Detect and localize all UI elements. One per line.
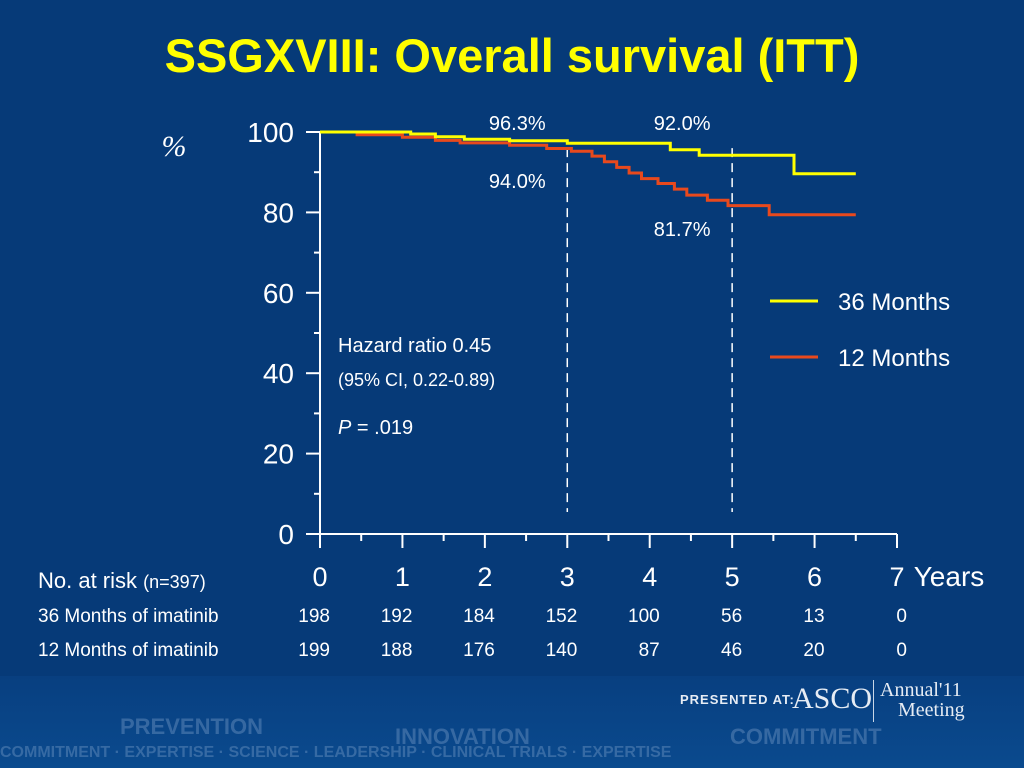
annotation-year3-36m: 96.3% <box>489 113 546 135</box>
legend-label-12-months: 12 Months <box>838 345 950 372</box>
risk-cell: 152 <box>545 606 578 627</box>
chart-labels: Years% 36 Months 12 Months 96.3% 94.0% 92.0% 8… <box>162 113 985 592</box>
risk-cell: 46 <box>721 640 743 661</box>
risk-cell: 0 <box>896 640 907 661</box>
x-tick-label-2: 2 <box>477 562 492 592</box>
y-tick-label-100: 100 <box>247 117 294 148</box>
risk-row-label-1: 12 Months of imatinib <box>38 640 219 661</box>
risk-heading-text: No. at risk <box>38 568 138 593</box>
annual-year: '11 <box>938 679 962 701</box>
footer-word-strip: COMMITMENT · EXPERTISE · SCIENCE · LEADE… <box>0 744 672 761</box>
logo-divider <box>873 680 874 722</box>
hazard-ratio-text: Hazard ratio 0.45 <box>338 335 491 357</box>
risk-cell: 100 <box>628 606 660 627</box>
risk-cell: 20 <box>803 640 825 661</box>
x-tick-label-7: 7 <box>889 562 904 592</box>
footer-word-commitment: COMMITMENT <box>730 724 882 749</box>
x-tick-label-1: 1 <box>395 562 410 592</box>
risk-cell: 56 <box>721 606 743 627</box>
risk-table-heading: No. at risk (n=397) <box>38 568 206 594</box>
legend-label-36-months: 36 Months <box>838 289 950 316</box>
y-axis-title: % <box>162 130 187 163</box>
annotation-year3-12m: 94.0% <box>489 171 546 193</box>
x-axis-title: Years <box>914 561 985 592</box>
y-tick-label-20: 20 <box>263 439 294 470</box>
series-line-36-months <box>320 130 856 176</box>
confidence-interval-text: (95% CI, 0.22-0.89) <box>338 370 495 390</box>
annotation-year5-12m: 81.7% <box>654 219 711 241</box>
x-tick-label-3: 3 <box>560 562 575 592</box>
slide-title: SSGXVIII: Overall survival (ITT) <box>164 29 860 82</box>
risk-cell: 198 <box>298 606 330 627</box>
y-tick-label-80: 80 <box>263 197 294 228</box>
p-value-symbol: P <box>338 417 352 439</box>
risk-cell: 140 <box>545 640 578 661</box>
p-value-number: = .019 <box>351 417 413 439</box>
risk-cell: 192 <box>380 606 413 627</box>
risk-row-label-0: 36 Months of imatinib <box>38 606 219 627</box>
reference-lines <box>566 148 733 512</box>
y-tick-label-60: 60 <box>263 278 294 309</box>
risk-cell: 87 <box>638 640 660 661</box>
footer-word-innovation: INNOVATION <box>395 724 530 749</box>
x-tick-label-5: 5 <box>725 562 740 592</box>
risk-table: No. at risk (n=397) 36 Months of imatini… <box>0 560 1024 670</box>
series-line-12-months <box>320 130 856 217</box>
x-tick-label-6: 6 <box>807 562 822 592</box>
annual-meeting-logo: Annual'11 Meeting <box>880 680 965 720</box>
footer-word-prevention: PREVENTION <box>120 714 264 739</box>
presented-at-label: PRESENTED AT: <box>680 692 795 707</box>
annotation-year5-36m: 92.0% <box>654 113 711 135</box>
risk-cell: 188 <box>380 640 413 661</box>
asco-logo: ASCO <box>792 682 873 715</box>
annual-label: Annual <box>880 679 939 701</box>
footer-banner: PREVENTION INNOVATION COMMITMENT COMMITM… <box>0 676 1024 768</box>
risk-cell: 199 <box>298 640 330 661</box>
footer-watermark-words: PREVENTION INNOVATION COMMITMENT COMMITM… <box>0 706 1024 768</box>
risk-cell: 0 <box>896 606 907 627</box>
survival-chart: 0 20 40 60 80 100 0 1 2 3 4 5 6 7 Years% 36 Months 12 M… <box>162 113 985 592</box>
y-tick-label-0: 0 <box>278 519 294 550</box>
survival-curves <box>320 130 856 217</box>
x-tick-label-0: 0 <box>312 562 327 592</box>
y-tick-label-40: 40 <box>263 358 294 389</box>
chart-axes: 0 20 40 60 80 100 0 1 2 3 4 5 6 7 <box>247 117 904 592</box>
meeting-label: Meeting <box>898 699 965 721</box>
risk-cell: 176 <box>463 640 495 661</box>
risk-cell: 184 <box>463 606 495 627</box>
risk-cell: 13 <box>803 606 825 627</box>
p-value-text: P = .019 <box>338 417 413 439</box>
x-tick-label-4: 4 <box>642 562 657 592</box>
risk-heading-n: (n=397) <box>143 572 206 592</box>
